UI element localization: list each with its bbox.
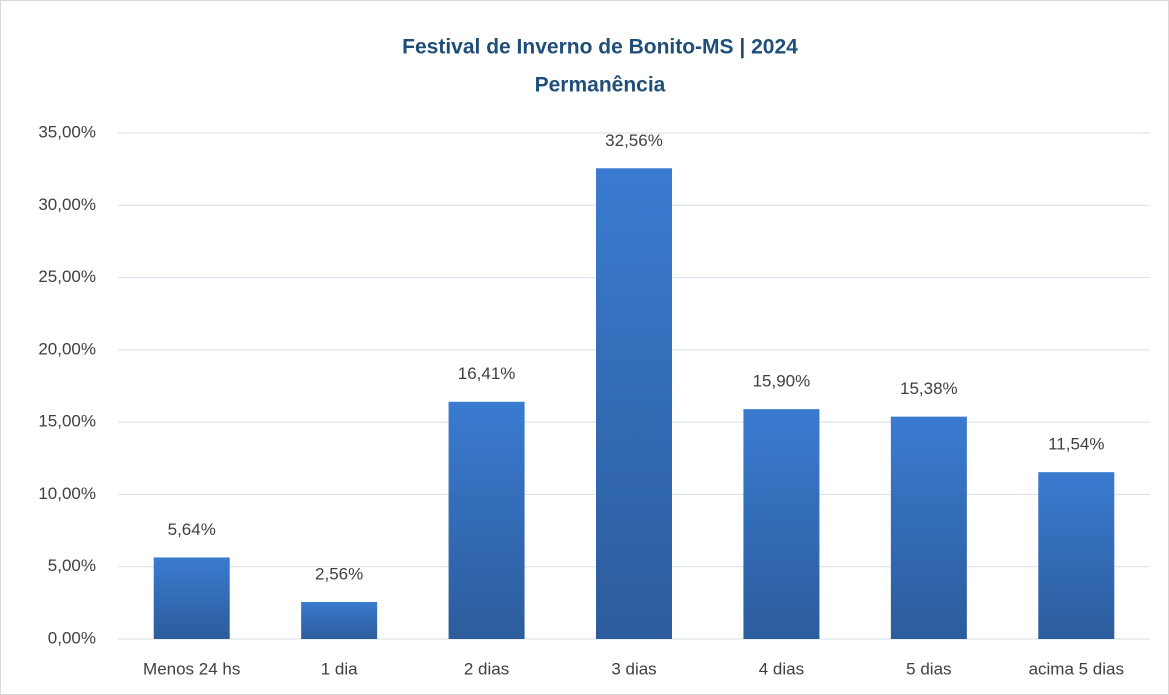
x-tick-label: 4 dias bbox=[759, 659, 804, 678]
data-label: 15,38% bbox=[900, 379, 958, 398]
y-tick-label: 20,00% bbox=[38, 339, 96, 358]
x-tick-label: Menos 24 hs bbox=[143, 659, 240, 678]
bar bbox=[890, 416, 967, 639]
bar bbox=[153, 557, 230, 639]
chart-title: Permanência bbox=[535, 74, 666, 97]
x-tick-label: 2 dias bbox=[464, 659, 509, 678]
x-tick-label: 5 dias bbox=[906, 659, 951, 678]
data-label: 16,41% bbox=[458, 364, 516, 383]
y-tick-label: 15,00% bbox=[38, 412, 96, 431]
data-label: 5,64% bbox=[168, 520, 216, 539]
data-label: 32,56% bbox=[605, 131, 663, 150]
y-tick-label: 5,00% bbox=[48, 556, 96, 575]
y-tick-label: 35,00% bbox=[38, 122, 96, 141]
y-tick-label: 0,00% bbox=[48, 628, 96, 647]
x-tick-label: 1 dia bbox=[321, 659, 358, 678]
bar bbox=[743, 409, 820, 639]
y-tick-label: 10,00% bbox=[38, 484, 96, 503]
chart-title: Festival de Inverno de Bonito-MS | 2024 bbox=[402, 36, 798, 59]
bar bbox=[301, 601, 378, 639]
bar bbox=[596, 168, 672, 639]
data-label: 11,54% bbox=[1048, 435, 1104, 454]
bar bbox=[448, 401, 525, 639]
x-tick-label: 3 dias bbox=[611, 659, 656, 678]
x-tick-label: acima 5 dias bbox=[1029, 659, 1124, 678]
y-tick-label: 25,00% bbox=[38, 267, 96, 286]
bar bbox=[1038, 472, 1115, 639]
y-tick-label: 30,00% bbox=[38, 195, 96, 214]
data-label: 15,90% bbox=[753, 372, 811, 391]
data-label: 2,56% bbox=[315, 564, 363, 583]
